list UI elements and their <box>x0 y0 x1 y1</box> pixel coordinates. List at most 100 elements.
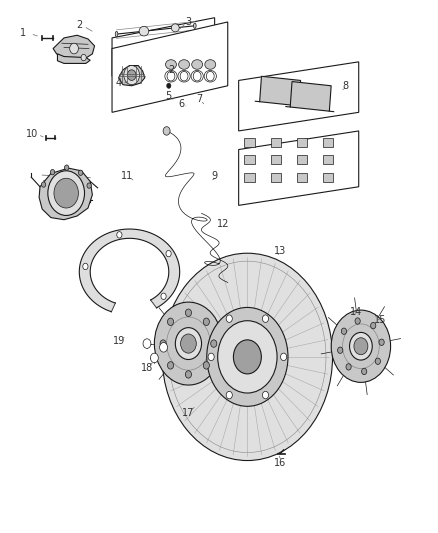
Polygon shape <box>239 131 359 205</box>
Circle shape <box>54 178 78 208</box>
Circle shape <box>341 328 346 334</box>
Circle shape <box>48 171 85 215</box>
Circle shape <box>185 370 191 378</box>
Polygon shape <box>239 62 359 131</box>
Circle shape <box>233 340 261 374</box>
Polygon shape <box>57 54 90 63</box>
Circle shape <box>87 183 91 188</box>
Circle shape <box>167 362 173 369</box>
Text: 6: 6 <box>179 99 185 109</box>
Bar <box>297 156 307 165</box>
Bar <box>323 173 333 182</box>
Bar <box>297 138 307 147</box>
Circle shape <box>262 315 268 322</box>
Ellipse shape <box>171 58 179 66</box>
Bar <box>271 156 281 165</box>
Polygon shape <box>290 82 331 111</box>
Circle shape <box>207 308 288 406</box>
Circle shape <box>175 328 201 360</box>
Circle shape <box>41 182 46 187</box>
Text: 19: 19 <box>113 336 125 346</box>
Text: 5: 5 <box>166 91 172 101</box>
Bar <box>244 138 255 147</box>
Polygon shape <box>79 229 180 312</box>
Circle shape <box>262 391 268 399</box>
Circle shape <box>150 353 158 363</box>
Circle shape <box>50 169 55 175</box>
Text: 8: 8 <box>343 81 349 91</box>
Circle shape <box>361 368 367 375</box>
Text: 12: 12 <box>217 219 230 229</box>
Ellipse shape <box>171 24 179 32</box>
Circle shape <box>78 170 83 175</box>
Polygon shape <box>53 35 95 60</box>
Polygon shape <box>260 76 300 106</box>
Bar <box>336 99 344 106</box>
Circle shape <box>180 334 196 353</box>
Circle shape <box>163 127 170 135</box>
Ellipse shape <box>192 60 203 69</box>
Text: 9: 9 <box>212 171 218 181</box>
Bar <box>254 99 262 106</box>
Ellipse shape <box>194 56 196 62</box>
Circle shape <box>371 322 376 329</box>
Bar <box>297 173 307 182</box>
Circle shape <box>379 339 384 345</box>
Circle shape <box>208 353 214 361</box>
Text: 1: 1 <box>19 28 25 38</box>
Circle shape <box>64 165 69 170</box>
Ellipse shape <box>194 23 196 28</box>
Text: 11: 11 <box>121 171 134 181</box>
Circle shape <box>162 253 332 461</box>
Circle shape <box>83 263 88 270</box>
Circle shape <box>226 315 232 322</box>
Circle shape <box>161 293 166 300</box>
Ellipse shape <box>179 60 190 69</box>
Text: 2: 2 <box>168 65 174 75</box>
Circle shape <box>117 232 122 238</box>
Circle shape <box>346 364 351 370</box>
Circle shape <box>226 391 232 399</box>
Text: 3: 3 <box>185 17 191 27</box>
Text: 18: 18 <box>141 362 153 373</box>
Circle shape <box>166 251 171 257</box>
Text: 7: 7 <box>196 94 202 104</box>
Circle shape <box>160 340 166 348</box>
Ellipse shape <box>191 70 203 82</box>
Ellipse shape <box>205 60 216 69</box>
Circle shape <box>338 347 343 353</box>
Bar <box>271 138 281 147</box>
Text: 2: 2 <box>76 20 82 30</box>
Ellipse shape <box>204 70 216 82</box>
Ellipse shape <box>115 31 118 37</box>
Circle shape <box>143 339 151 349</box>
Bar <box>244 156 255 165</box>
Bar <box>336 91 344 98</box>
Text: 13: 13 <box>274 246 286 255</box>
Polygon shape <box>39 168 92 220</box>
Text: 15: 15 <box>374 314 387 325</box>
Circle shape <box>166 83 171 88</box>
Circle shape <box>375 358 381 365</box>
Text: 17: 17 <box>182 408 194 418</box>
Polygon shape <box>112 18 215 76</box>
Circle shape <box>127 70 136 80</box>
Ellipse shape <box>166 60 177 69</box>
Circle shape <box>354 338 368 355</box>
Text: 10: 10 <box>26 128 38 139</box>
Ellipse shape <box>178 70 190 82</box>
Bar <box>271 173 281 182</box>
Bar <box>323 156 333 165</box>
Circle shape <box>203 318 209 326</box>
Circle shape <box>154 302 223 385</box>
Ellipse shape <box>139 27 149 36</box>
Text: 4: 4 <box>116 78 122 88</box>
Ellipse shape <box>139 60 149 69</box>
Circle shape <box>281 353 287 361</box>
Circle shape <box>159 343 167 352</box>
Circle shape <box>167 318 173 326</box>
Circle shape <box>81 54 86 61</box>
Circle shape <box>203 362 209 369</box>
Circle shape <box>218 321 277 393</box>
Circle shape <box>350 333 372 360</box>
